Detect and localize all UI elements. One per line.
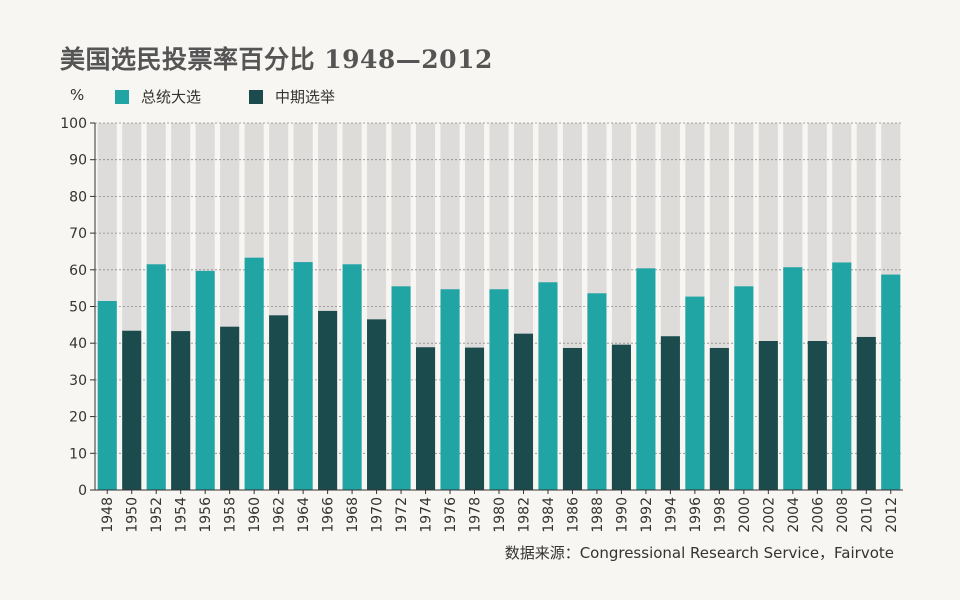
x-tick-label-1952: 1952 bbox=[149, 497, 165, 533]
y-tick-label-100: 100 bbox=[60, 116, 87, 132]
legend-swatch-midterm bbox=[249, 89, 263, 104]
bar-2008 bbox=[832, 262, 852, 490]
axes bbox=[90, 122, 903, 494]
bar-2010 bbox=[856, 336, 876, 490]
bar-1992 bbox=[636, 268, 656, 490]
bar-1974 bbox=[415, 347, 436, 490]
x-tick-label-1956: 1956 bbox=[198, 497, 214, 533]
x-tick-label-2006: 2006 bbox=[810, 497, 826, 533]
x-tick-label-2010: 2010 bbox=[859, 497, 875, 533]
y-tick-label-60: 60 bbox=[69, 263, 87, 279]
bar-1978 bbox=[464, 347, 485, 490]
x-tick-label-1964: 1964 bbox=[296, 497, 312, 533]
bar-2012 bbox=[881, 274, 901, 490]
legend-swatch-presidential bbox=[115, 89, 129, 104]
x-tick-label-1976: 1976 bbox=[443, 497, 459, 533]
x-tick-label-1990: 1990 bbox=[614, 497, 630, 533]
bar-1962 bbox=[269, 315, 289, 490]
legend-label-presidential: 总统大选 bbox=[141, 88, 202, 106]
x-tick-label-1988: 1988 bbox=[590, 497, 606, 533]
x-tick-label-2000: 2000 bbox=[737, 497, 753, 533]
x-tick-label-1962: 1962 bbox=[272, 497, 288, 533]
x-tick-label-1972: 1972 bbox=[394, 497, 410, 533]
x-tick-label-1982: 1982 bbox=[516, 497, 532, 533]
x-tick-label-1998: 1998 bbox=[712, 497, 728, 533]
y-tick-label-90: 90 bbox=[69, 153, 87, 169]
y-tick-labels: 0 10 20 30 40 50 60 70 80 90 100 bbox=[60, 116, 87, 499]
x-tick-label-1966: 1966 bbox=[321, 497, 337, 533]
legend-label-midterm: 中期选举 bbox=[275, 88, 336, 106]
bar-1970 bbox=[367, 319, 387, 490]
bar-2002 bbox=[758, 340, 778, 490]
bar-2000 bbox=[734, 286, 754, 490]
bar-1994 bbox=[660, 336, 680, 490]
x-tick-label-2002: 2002 bbox=[761, 497, 777, 533]
x-tick-label-1968: 1968 bbox=[345, 497, 361, 533]
bar-1972 bbox=[391, 286, 411, 490]
bar-1964 bbox=[293, 262, 313, 490]
chart-title: 美国选民投票率百分比 1948—2012 bbox=[60, 45, 493, 74]
bar-1956 bbox=[195, 270, 215, 490]
bar-1958 bbox=[220, 326, 240, 490]
bar-1960 bbox=[244, 257, 264, 490]
data-bars bbox=[97, 257, 901, 490]
x-tick-label-1960: 1960 bbox=[247, 497, 263, 533]
y-tick-label-30: 30 bbox=[69, 373, 87, 389]
y-tick-label-20: 20 bbox=[69, 410, 87, 426]
legend-item-midterm: 中期选举 bbox=[249, 86, 335, 107]
x-tick-label-1984: 1984 bbox=[541, 497, 557, 533]
bar-1982 bbox=[513, 333, 534, 490]
bar-1950 bbox=[122, 330, 142, 490]
bar-1948 bbox=[97, 300, 117, 490]
x-tick-label-1996: 1996 bbox=[688, 497, 704, 533]
x-tick-label-1948: 1948 bbox=[100, 497, 116, 533]
x-tick-label-2004: 2004 bbox=[786, 497, 802, 533]
x-tick-label-2012: 2012 bbox=[884, 497, 900, 533]
x-tick-label-1994: 1994 bbox=[663, 497, 679, 533]
y-tick-label-50: 50 bbox=[69, 300, 87, 316]
source-note: 数据来源：Congressional Research Service，Fair… bbox=[504, 544, 894, 562]
bar-1984 bbox=[538, 282, 558, 490]
y-tick-label-0: 0 bbox=[78, 483, 87, 499]
x-tick-label-1978: 1978 bbox=[468, 497, 484, 533]
bar-1988 bbox=[587, 293, 607, 490]
bar-2006 bbox=[807, 340, 827, 490]
bar-1976 bbox=[440, 289, 460, 490]
bar-1980 bbox=[489, 289, 509, 490]
x-tick-labels: 1948 1950 1952 1954 1956 1958 1960 1962 1964 1966… bbox=[100, 497, 900, 533]
bar-1998 bbox=[709, 347, 729, 490]
x-tick-label-1992: 1992 bbox=[639, 497, 655, 533]
bar-1968 bbox=[342, 264, 362, 490]
x-tick-label-1950: 1950 bbox=[125, 497, 141, 533]
y-tick-label-10: 10 bbox=[69, 446, 87, 462]
y-axis-unit: % bbox=[70, 86, 85, 104]
x-tick-label-1954: 1954 bbox=[174, 497, 190, 533]
x-tick-label-2008: 2008 bbox=[835, 497, 851, 533]
bar-2004 bbox=[783, 267, 803, 490]
y-tick-label-40: 40 bbox=[69, 336, 87, 352]
x-tick-label-1980: 1980 bbox=[492, 497, 508, 533]
bar-1996 bbox=[685, 296, 705, 490]
y-tick-label-70: 70 bbox=[69, 226, 87, 242]
y-tick-label-80: 80 bbox=[69, 189, 87, 205]
bar-1986 bbox=[562, 347, 583, 490]
bar-1966 bbox=[318, 310, 338, 490]
bar-1990 bbox=[611, 344, 631, 490]
x-tick-label-1986: 1986 bbox=[565, 497, 581, 533]
legend-item-presidential: 总统大选 bbox=[115, 86, 201, 107]
x-tick-label-1958: 1958 bbox=[223, 497, 239, 533]
x-tick-label-1974: 1974 bbox=[419, 497, 435, 533]
x-tick-label-1970: 1970 bbox=[370, 497, 386, 533]
bar-1954 bbox=[171, 331, 191, 490]
bar-1952 bbox=[146, 264, 166, 490]
